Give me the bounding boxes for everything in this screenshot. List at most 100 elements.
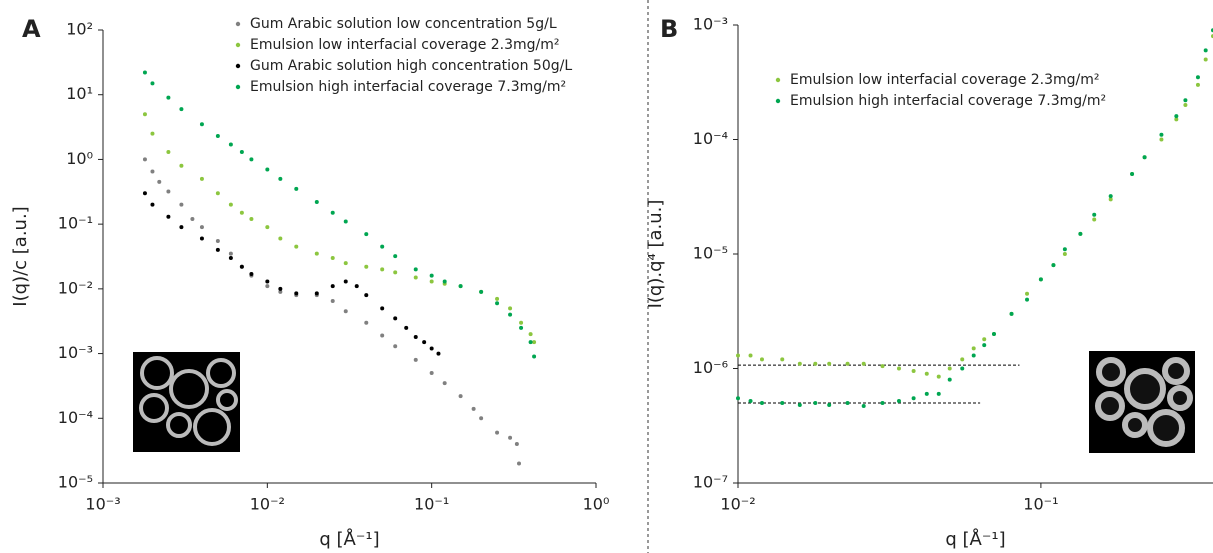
data-point	[249, 217, 254, 222]
data-point	[736, 396, 740, 401]
data-point	[1025, 291, 1030, 296]
data-point	[1159, 132, 1164, 137]
data-point	[265, 284, 270, 289]
data-point	[1108, 194, 1113, 199]
y-tick-label: 10⁻⁶	[693, 358, 728, 377]
data-point	[736, 353, 740, 358]
data-point	[982, 337, 987, 342]
data-point	[380, 244, 385, 249]
data-point	[179, 107, 184, 112]
data-point	[166, 95, 171, 100]
data-point	[1183, 103, 1188, 108]
data-point	[429, 371, 434, 376]
data-point	[228, 251, 233, 256]
data-point	[947, 377, 952, 382]
y-tick-label: 10⁻²	[58, 278, 93, 297]
data-point	[265, 225, 270, 230]
y-tick-label: 10²	[66, 20, 93, 39]
y-tick-label: 10⁻³	[693, 15, 728, 34]
data-point	[179, 163, 184, 168]
data-point	[330, 298, 335, 303]
data-point	[1078, 231, 1083, 236]
data-point	[971, 346, 976, 351]
y-tick-label: 10⁻⁴	[693, 129, 728, 148]
data-point	[343, 309, 348, 314]
data-point	[150, 202, 155, 207]
data-point	[380, 306, 385, 311]
data-point	[1038, 277, 1043, 282]
y-tick-label: 10⁻³	[58, 343, 93, 362]
data-point	[354, 284, 359, 289]
inset-a	[133, 352, 240, 452]
data-point	[797, 361, 802, 366]
data-point	[413, 267, 418, 272]
data-point	[166, 189, 171, 194]
data-point	[215, 191, 220, 196]
data-point	[278, 289, 283, 294]
data-point	[380, 267, 385, 272]
data-point	[429, 273, 434, 278]
inset-b	[1089, 351, 1195, 453]
data-point	[861, 404, 866, 409]
data-point	[532, 354, 537, 359]
data-point	[343, 261, 348, 266]
data-point	[813, 400, 818, 405]
data-point	[190, 217, 195, 222]
data-point	[150, 81, 155, 86]
data-point	[1092, 217, 1097, 222]
data-point	[294, 244, 299, 249]
data-point	[896, 399, 901, 404]
data-point	[343, 219, 348, 224]
legend-marker	[235, 42, 241, 48]
data-point	[748, 399, 753, 404]
x-tick-label: 10⁻²	[720, 495, 755, 514]
data-point	[166, 214, 171, 219]
x-tick-label: 10⁰	[583, 495, 610, 514]
data-point	[166, 150, 171, 155]
data-point	[278, 286, 283, 291]
data-point	[314, 291, 319, 296]
data-point	[215, 134, 220, 139]
data-point	[380, 333, 385, 338]
data-point	[861, 361, 866, 366]
data-point	[364, 264, 369, 269]
data-point	[1142, 155, 1147, 160]
data-point	[442, 279, 447, 284]
data-point	[827, 361, 832, 366]
data-point	[532, 340, 537, 345]
data-point	[199, 122, 204, 127]
legend-label: Emulsion low interfacial coverage 2.3mg/…	[250, 37, 560, 53]
data-point	[517, 461, 522, 466]
legend-label: Emulsion high interfacial coverage 7.3mg…	[790, 93, 1106, 109]
data-point	[1130, 171, 1135, 176]
data-point	[179, 202, 184, 207]
data-point	[393, 316, 398, 321]
data-point	[479, 289, 484, 294]
data-point	[936, 374, 941, 379]
data-point	[249, 271, 254, 276]
data-point	[924, 371, 929, 376]
legend-marker	[235, 63, 241, 69]
data-point	[827, 402, 832, 407]
data-point	[911, 396, 916, 401]
y-axis-label: I(q)/c [a.u.]	[10, 206, 31, 306]
y-axis-label: I(q).q⁴ [a.u.]	[645, 200, 666, 309]
y-tick-label: 10⁰	[66, 149, 93, 168]
data-point	[1092, 212, 1097, 217]
data-point	[519, 320, 524, 325]
data-point	[1062, 247, 1067, 252]
data-point	[514, 442, 519, 447]
data-point	[780, 400, 785, 405]
data-point	[142, 157, 147, 162]
data-point	[278, 176, 283, 181]
data-point	[1051, 263, 1056, 268]
data-point	[528, 332, 533, 337]
data-point	[142, 70, 147, 75]
data-point	[528, 340, 533, 345]
data-point	[1009, 311, 1014, 316]
data-point	[429, 346, 434, 351]
data-point	[249, 157, 254, 162]
data-point	[924, 391, 929, 396]
data-point	[845, 400, 850, 405]
data-point	[479, 416, 484, 421]
